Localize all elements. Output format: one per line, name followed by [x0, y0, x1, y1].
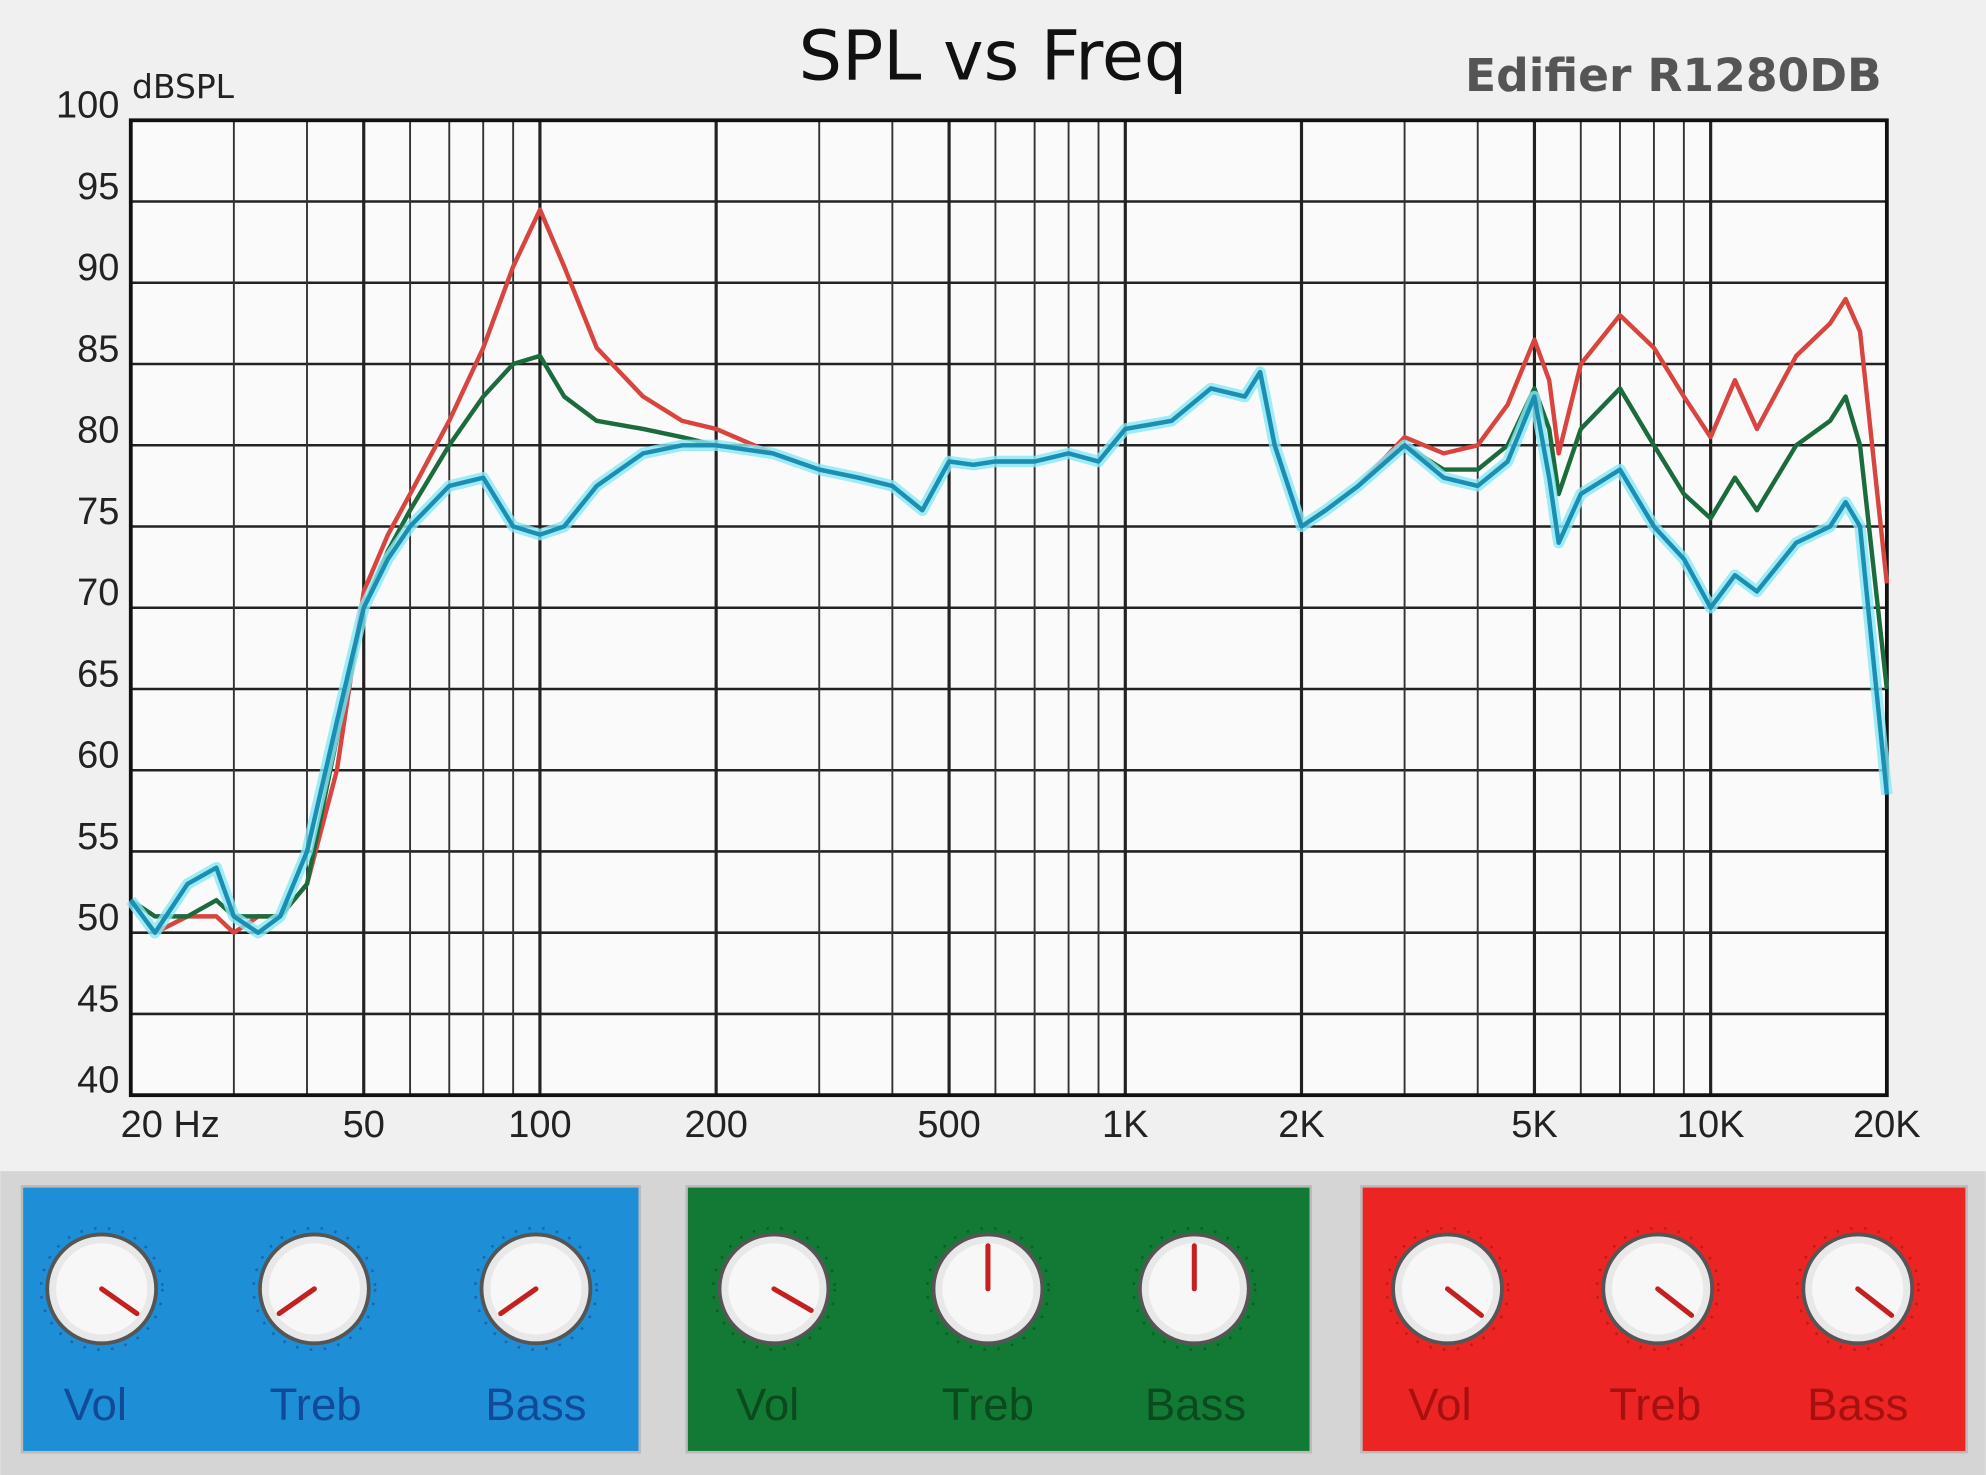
y-tick-label: 60	[77, 735, 119, 777]
knob-ring	[473, 1226, 598, 1351]
knob-pointer	[1444, 1286, 1484, 1318]
plot-frame	[128, 118, 1889, 1098]
knob-label: Bass	[1807, 1379, 1908, 1430]
y-tick-label: 100	[56, 85, 119, 127]
y-tick-label: 90	[77, 247, 119, 289]
knob-pointer	[1855, 1286, 1895, 1318]
chart-title: SPL vs Freq	[799, 17, 1188, 96]
x-tick-label: 5K	[1511, 1104, 1557, 1146]
knob-ring	[925, 1226, 1050, 1351]
knob-label: Bass	[485, 1379, 586, 1430]
knob-label: Treb	[942, 1379, 1034, 1430]
knob-label: Treb	[270, 1379, 362, 1430]
knob-ring	[1132, 1226, 1257, 1351]
knob-ring	[1595, 1226, 1720, 1351]
knob-label: Vol	[736, 1379, 799, 1430]
x-tick-label: 50	[343, 1104, 385, 1146]
y-tick-label: 80	[77, 410, 119, 452]
line	[129, 369, 1890, 935]
x-tick-label: 500	[917, 1104, 980, 1146]
lines	[126, 207, 1893, 939]
knob-ring	[1795, 1226, 1920, 1351]
x-tick-label: 20 Hz	[121, 1104, 220, 1146]
x-tick-label: 2K	[1278, 1104, 1324, 1146]
y-tick-label: 50	[77, 897, 119, 939]
y-tick-label: 40	[77, 1060, 119, 1102]
y-tick-label: 95	[77, 166, 119, 208]
y-axis-label: dBSPL	[132, 67, 235, 106]
knob-pointer	[99, 1286, 140, 1317]
y-tick-label: 65	[77, 653, 119, 695]
knob-ring	[1385, 1226, 1510, 1351]
y-tick-label: 75	[77, 491, 119, 533]
knob-pointer	[276, 1286, 317, 1317]
knob-ring	[711, 1226, 837, 1351]
y-tick-label: 55	[77, 816, 119, 858]
knob-label: Bass	[1145, 1379, 1246, 1430]
knob-label: Vol	[1408, 1379, 1471, 1430]
chart-subtitle: Edifier R1280DB	[1465, 49, 1882, 102]
y-tick-label: 85	[77, 328, 119, 370]
knob-label: Vol	[64, 1379, 127, 1430]
panels: Vol Treb Bass Vol Treb Bass Vol Treb Bass	[20, 1185, 1968, 1454]
x-tick-label: 100	[508, 1104, 571, 1146]
knob-label: Treb	[1609, 1379, 1701, 1430]
x-tick-label: 10K	[1677, 1104, 1745, 1146]
knob-ring	[39, 1226, 164, 1351]
knob-ring	[252, 1226, 377, 1351]
y-tick-label: 45	[77, 978, 119, 1020]
x-tick-label: 200	[684, 1104, 747, 1146]
x-tick-label: 20K	[1853, 1104, 1921, 1146]
x-tick-label: 1K	[1102, 1104, 1148, 1146]
knob-pointer	[771, 1286, 814, 1313]
knob-pointer	[498, 1286, 539, 1317]
knob-pointer	[1655, 1286, 1695, 1318]
y-tick-label: 70	[77, 572, 119, 614]
